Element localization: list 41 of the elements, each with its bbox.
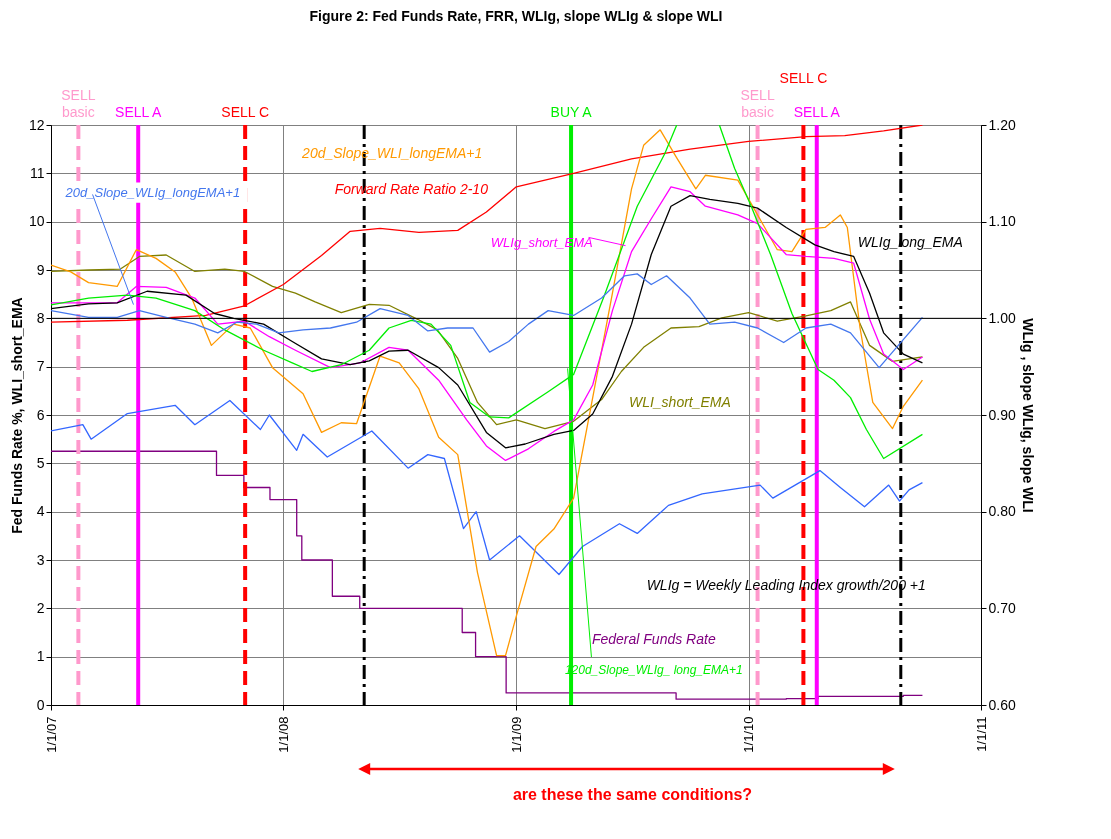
ref-line-label: SELL basic	[61, 87, 96, 120]
y2-tick-label: 0.70	[988, 599, 1016, 616]
y-tick-label: 0	[36, 696, 45, 713]
ref-line-label: SELL C	[221, 104, 270, 120]
y-axis-title: Fed Funds Rate %, WLI_short_EMA	[8, 297, 25, 534]
y2-tick-label: 1.00	[988, 309, 1016, 326]
chart-title: Figure 2: Fed Funds Rate, FRR, WLIg, slope WLIg & slope WLI	[309, 8, 723, 24]
y-tick-label: 7	[36, 358, 45, 375]
text: 20d_Slope_WLI_longEMA+1	[301, 145, 483, 161]
x-tick-label: 1/1/09	[508, 716, 524, 753]
x-tick-label: 1/1/10	[741, 716, 757, 753]
y-tick-label: 8	[36, 309, 45, 326]
x-tick-label: 1/1/08	[275, 716, 291, 753]
y-tick-label: 11	[29, 164, 45, 181]
series-label: WLI_short_EMA	[628, 393, 731, 410]
y-tick-label: 4	[36, 503, 45, 520]
text: Federal Funds Rate	[591, 631, 716, 648]
series-label: Forward Rate Ratio 2-10	[334, 181, 489, 198]
y2-tick-label: 1.20	[988, 116, 1016, 133]
ref-line-label: BUY A	[550, 104, 593, 120]
y2-tick-label: 0.90	[988, 406, 1016, 423]
ref-line-label: SELL C	[779, 70, 828, 86]
text: 20d_Slope_WLIg_longEMA+1	[64, 184, 241, 200]
y-tick-label: 1	[36, 648, 45, 665]
y-tick-label: 6	[36, 406, 45, 423]
y2-tick-label: 1.10	[988, 213, 1016, 230]
ref-line-label: SELL A	[793, 104, 841, 120]
y-tick-label: 9	[36, 261, 45, 278]
x-tick-label: 1/1/07	[43, 716, 59, 753]
y2-tick-label: 0.60	[988, 696, 1016, 713]
y2-axis-title: WLIg , slope WLIg, slope WLI	[1019, 318, 1036, 513]
text: are these the same conditions?	[512, 786, 753, 803]
y-tick-label: 3	[36, 551, 45, 568]
y-tick-label: 12	[28, 116, 45, 133]
y-tick-label: 10	[28, 213, 45, 230]
y-tick-label: 5	[36, 454, 45, 471]
y2-tick-label: 0.80	[988, 503, 1016, 520]
x-tick-label: 1/1/11	[973, 716, 989, 752]
ref-line-label: SELL A	[115, 104, 162, 120]
y-tick-label: 2	[36, 599, 45, 616]
ref-line-label: SELL basic	[740, 87, 775, 120]
